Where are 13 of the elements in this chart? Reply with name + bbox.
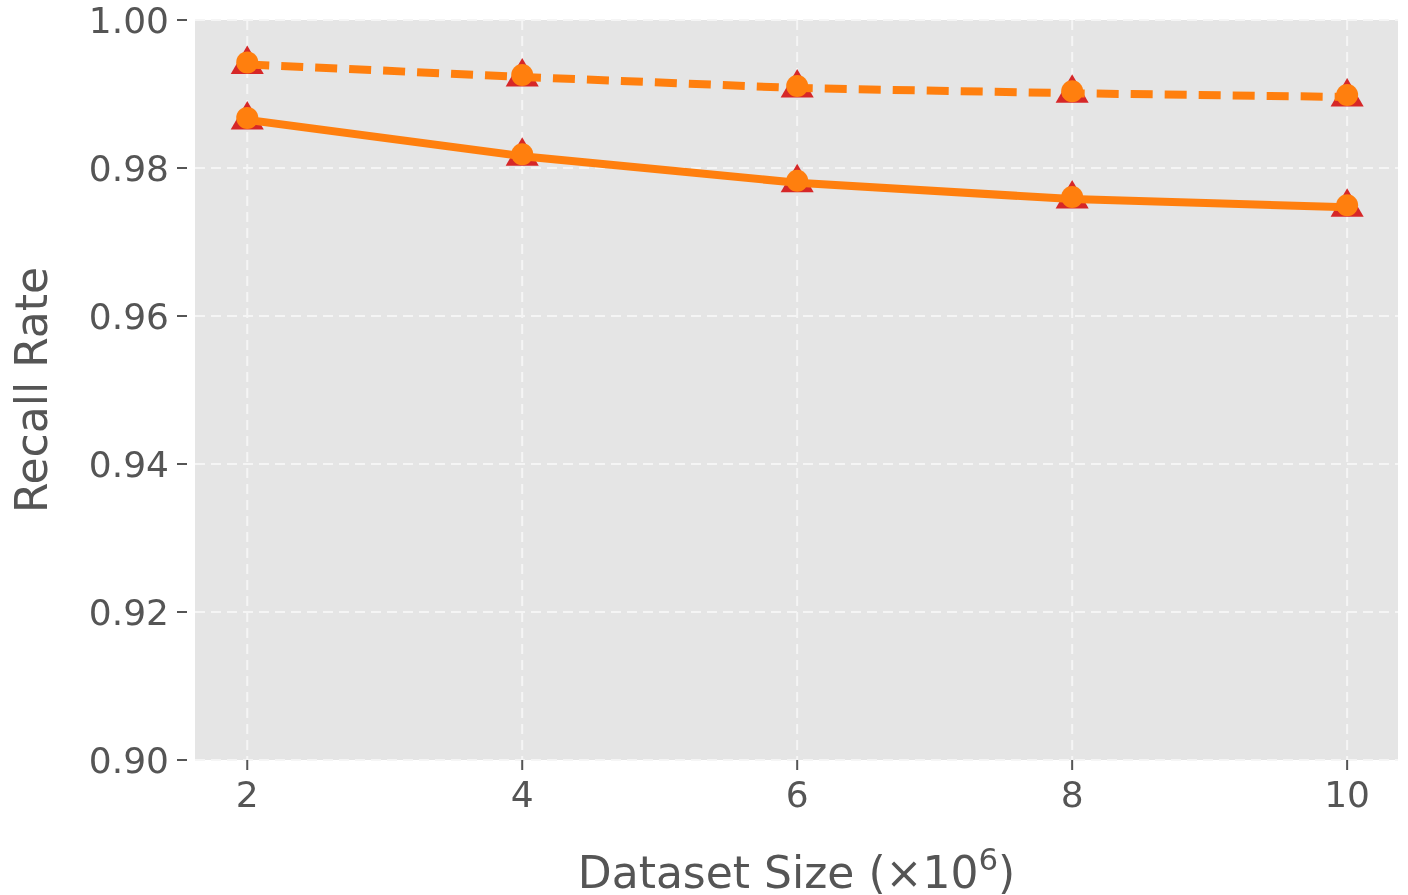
y-axis-title: Recall Rate [6,266,57,514]
y-tick-label: 0.98 [88,148,169,189]
y-tick-label: 0.94 [88,444,169,485]
x-tick-label: 4 [510,774,534,815]
x-tick-label: 10 [1324,774,1371,815]
y-tick-label: 0.90 [88,740,169,781]
x-tick-label: 6 [785,774,809,815]
y-tick-label: 0.96 [88,296,169,337]
x-tick-label: 2 [235,774,259,815]
y-tick-label: 0.92 [88,592,169,633]
x-axis-title: Dataset Size (×10$^{6}$) [577,841,1016,895]
x-tick-label: 8 [1060,774,1084,815]
y-tick-label: 1.00 [88,0,169,41]
